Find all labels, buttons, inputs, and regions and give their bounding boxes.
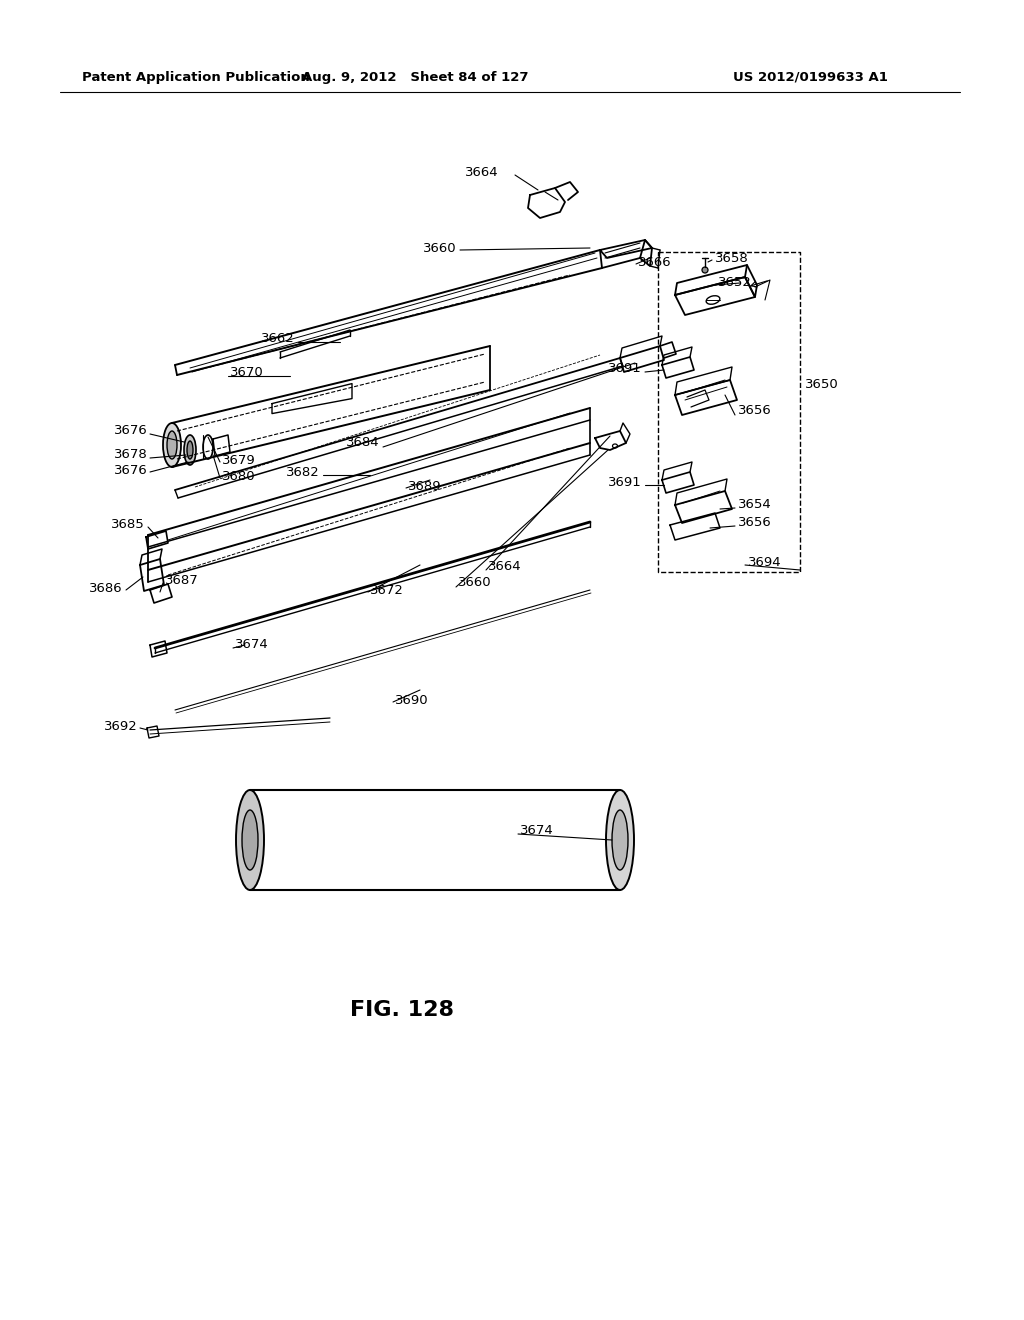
Ellipse shape (163, 422, 181, 467)
Text: 3680: 3680 (222, 470, 256, 483)
Text: 3689: 3689 (408, 480, 441, 494)
Text: 3660: 3660 (458, 577, 492, 590)
Text: 3691: 3691 (608, 362, 642, 375)
Text: Patent Application Publication: Patent Application Publication (82, 70, 309, 83)
Text: 3674: 3674 (520, 824, 554, 837)
Ellipse shape (184, 436, 196, 465)
Text: 3684: 3684 (346, 437, 380, 450)
Text: 3691: 3691 (608, 477, 642, 490)
Text: 3687: 3687 (165, 573, 199, 586)
Text: 3674: 3674 (234, 639, 268, 652)
Text: 3670: 3670 (230, 366, 264, 379)
Text: FIG. 128: FIG. 128 (350, 1001, 454, 1020)
Text: 3664: 3664 (488, 561, 521, 573)
Text: 3686: 3686 (89, 582, 123, 594)
Text: 3685: 3685 (112, 519, 145, 532)
Text: 3679: 3679 (222, 454, 256, 466)
Text: 3654: 3654 (738, 499, 772, 511)
Text: 3690: 3690 (395, 693, 429, 706)
Text: 3692: 3692 (104, 719, 138, 733)
Ellipse shape (612, 810, 628, 870)
Text: Aug. 9, 2012   Sheet 84 of 127: Aug. 9, 2012 Sheet 84 of 127 (302, 70, 528, 83)
Ellipse shape (606, 789, 634, 890)
Text: 3694: 3694 (748, 556, 781, 569)
Text: 3664: 3664 (465, 165, 499, 178)
Text: 3662: 3662 (261, 331, 295, 345)
Text: 3672: 3672 (370, 583, 403, 597)
Ellipse shape (242, 810, 258, 870)
Text: 3658: 3658 (715, 252, 749, 264)
Text: 3656: 3656 (738, 516, 772, 529)
Ellipse shape (236, 789, 264, 890)
Text: 3678: 3678 (115, 449, 148, 462)
Ellipse shape (167, 432, 177, 459)
Text: 3660: 3660 (423, 242, 457, 255)
Text: 3656: 3656 (738, 404, 772, 417)
Text: 3682: 3682 (287, 466, 319, 479)
Text: 3666: 3666 (638, 256, 672, 268)
Text: 3652: 3652 (718, 276, 752, 289)
Ellipse shape (187, 441, 193, 459)
Text: 3676: 3676 (115, 424, 148, 437)
Text: 3650: 3650 (805, 379, 839, 392)
Ellipse shape (702, 267, 708, 273)
Text: US 2012/0199633 A1: US 2012/0199633 A1 (732, 70, 888, 83)
Text: 3676: 3676 (115, 463, 148, 477)
